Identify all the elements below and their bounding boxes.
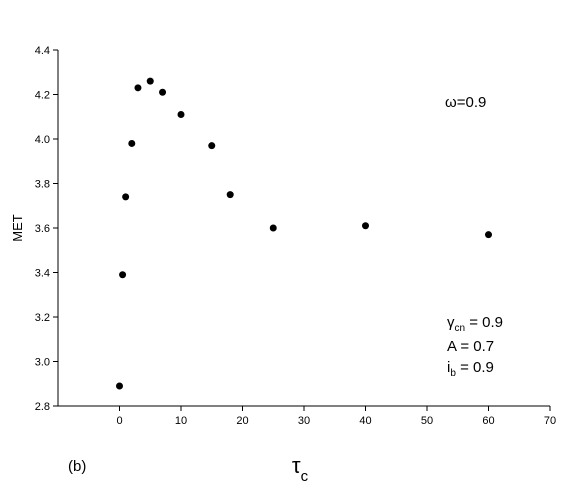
- data-point: [134, 84, 142, 92]
- data-point: [122, 193, 130, 201]
- data-point: [119, 271, 127, 279]
- panel-label: (b): [68, 458, 86, 475]
- data-point: [362, 222, 369, 230]
- gamma-subscript: cn: [455, 323, 466, 334]
- y-tick-label: 3.4: [35, 268, 50, 280]
- gamma-value: = 0.9: [465, 314, 503, 331]
- x-tick-label: 30: [298, 415, 310, 427]
- i-subscript: b: [450, 368, 456, 379]
- x-tick-label: 40: [359, 415, 371, 427]
- x-tick-label: 0: [116, 415, 122, 427]
- y-axis-label: MET: [10, 214, 25, 242]
- x-tick-label: 60: [482, 415, 494, 427]
- i-value: = 0.9: [456, 359, 494, 376]
- data-point: [485, 231, 492, 239]
- data-points: [116, 77, 492, 390]
- gamma-symbol: γ: [447, 314, 455, 331]
- gamma-annotation: γcn = 0.9: [447, 314, 503, 334]
- data-point: [159, 88, 167, 96]
- x-ticks: 0 10 20 30 40 50 60 70: [116, 406, 556, 427]
- i-symbol: i: [447, 359, 450, 376]
- y-tick-label: 4.4: [35, 45, 50, 57]
- x-tick-label: 50: [421, 415, 433, 427]
- data-point: [128, 139, 136, 147]
- data-point: [177, 111, 185, 119]
- x-axis-label-symbol: τ: [292, 453, 301, 478]
- data-point: [269, 224, 277, 232]
- y-tick-label: 3.0: [35, 357, 50, 369]
- x-axis-label: τc: [292, 453, 309, 485]
- x-axis-label-subscript: c: [301, 468, 309, 485]
- data-point: [208, 142, 216, 150]
- y-tick-label: 2.8: [35, 401, 50, 413]
- x-tick-label: 70: [544, 415, 556, 427]
- y-tick-label: 4.2: [35, 90, 50, 102]
- x-tick-label: 20: [236, 415, 248, 427]
- y-tick-label: 3.8: [35, 179, 50, 191]
- y-tick-label: 4.0: [35, 134, 50, 146]
- data-point: [116, 382, 123, 390]
- x-tick-label: 10: [175, 415, 187, 427]
- a-annotation: A = 0.7: [447, 338, 494, 355]
- y-tick-label: 3.2: [35, 312, 50, 324]
- y-tick-label: 3.6: [35, 223, 50, 235]
- y-ticks: 2.8 3.0 3.2 3.4 3.6 3.8 4.0 4.2 4.4: [35, 45, 58, 413]
- ib-annotation: ib = 0.9: [447, 359, 494, 379]
- omega-annotation: ω=0.9: [445, 94, 486, 111]
- data-point: [226, 191, 234, 199]
- data-point: [146, 77, 154, 85]
